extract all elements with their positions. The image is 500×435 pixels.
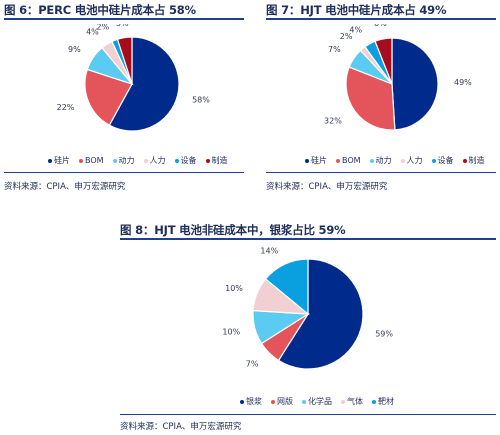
legend-label: 设备 xyxy=(180,156,197,165)
chart-3-pie: 59% 7% 10% 10% 14% xyxy=(222,247,393,370)
chart-2-data-label: 49% xyxy=(454,78,472,87)
legend-label: 银浆 xyxy=(246,397,262,406)
legend-item: 设备 xyxy=(174,155,197,166)
legend-item: 动力 xyxy=(112,155,135,166)
chart-2-source: 资料来源：CPIA、申万宏源研究 xyxy=(266,182,388,192)
legend-marker xyxy=(369,158,374,163)
chart-1-slice-BOM xyxy=(84,68,133,127)
legend-label: 化学品 xyxy=(308,397,332,406)
chart-3-data-label: 14% xyxy=(260,247,278,256)
chart-1-bottom-rule xyxy=(4,172,244,173)
chart-3-title: 图 8：HJT 电池非硅成本中，银浆占比 59% xyxy=(120,223,346,237)
chart-2-data-label: 6% xyxy=(374,24,387,28)
chart-1-data-label: 58% xyxy=(192,95,210,104)
chart-3-data-label: 10% xyxy=(225,284,243,293)
legend-item: 靶材 xyxy=(372,396,394,407)
legend-item: 硅片 xyxy=(305,155,327,166)
chart-1-legend: 硅片 BOM 动力 人力 设备 制造 xyxy=(48,155,228,166)
chart-1-slice-硅片 xyxy=(108,36,180,132)
legend-label: BOM xyxy=(342,156,361,165)
legend-label: 靶材 xyxy=(378,397,394,406)
chart-3-slice-靶材 xyxy=(264,258,309,316)
legend-item: 动力 xyxy=(369,155,392,166)
chart-3-data-label: 7% xyxy=(246,360,259,369)
legend-item: 化学品 xyxy=(302,396,332,407)
chart-1-data-label: 4% xyxy=(86,28,99,37)
chart-2-data-label: 4% xyxy=(349,26,362,35)
chart-2-slice-BOM xyxy=(345,66,396,131)
legend-label: 人力 xyxy=(149,156,166,165)
chart-2-legend: 硅片 BOM 动力 人力 设备 制造 xyxy=(305,155,485,166)
chart-3-top-rule xyxy=(120,238,496,240)
legend-item: 设备 xyxy=(431,155,454,166)
legend-marker xyxy=(271,399,275,404)
chart-3-legend: 银浆 网版 化学品 气体 靶材 xyxy=(240,396,394,407)
legend-marker xyxy=(336,158,340,163)
legend-marker xyxy=(48,158,52,163)
chart-3-slice-银浆 xyxy=(277,258,364,370)
legend-label: 制造 xyxy=(468,156,485,165)
chart-2-bottom-rule xyxy=(266,172,496,173)
legend-item: 网版 xyxy=(271,396,293,407)
legend-marker xyxy=(341,399,345,404)
legend-marker xyxy=(372,399,376,404)
legend-marker xyxy=(240,399,244,404)
legend-item: 银浆 xyxy=(240,396,262,407)
legend-item: BOM xyxy=(79,156,104,165)
legend-marker xyxy=(305,158,309,163)
chart-3-data-label: 10% xyxy=(222,327,240,336)
legend-label: 硅片 xyxy=(54,156,70,165)
legend-item: 制造 xyxy=(205,155,228,166)
chart-1-data-label: 22% xyxy=(57,103,75,112)
chart-2-data-label: 7% xyxy=(328,45,341,54)
chart-3-bottom-rule xyxy=(120,414,496,415)
legend-label: 设备 xyxy=(437,156,454,165)
chart-1-data-label: 9% xyxy=(68,45,81,54)
chart-1-data-label: 2% xyxy=(96,24,109,31)
legend-label: 网版 xyxy=(277,397,293,406)
legend-label: 制造 xyxy=(211,156,228,165)
legend-label: 气体 xyxy=(347,397,363,406)
legend-marker xyxy=(205,158,210,163)
chart-2-slice-硅片 xyxy=(391,37,439,131)
chart-1-top-rule xyxy=(4,18,244,20)
chart-1-data-label: 5% xyxy=(116,24,129,28)
legend-item: 人力 xyxy=(400,155,423,166)
chart-2-title: 图 7：HJT 电池中硅片成本占 49% xyxy=(266,3,447,17)
chart-2-data-label: 32% xyxy=(324,116,342,125)
chart-1-title: 图 6：PERC 电池中硅片成本占 58% xyxy=(4,3,196,17)
legend-item: 制造 xyxy=(462,155,485,166)
legend-marker xyxy=(112,158,117,163)
legend-label: BOM xyxy=(85,156,104,165)
legend-label: 人力 xyxy=(406,156,423,165)
legend-item: 气体 xyxy=(341,396,363,407)
legend-label: 动力 xyxy=(375,156,392,165)
chart-2-slice-制造 xyxy=(374,37,393,85)
legend-marker xyxy=(400,158,405,163)
legend-marker xyxy=(174,158,179,163)
legend-label: 硅片 xyxy=(311,156,327,165)
chart-2-pie: 49% 32% 7% 2%4% 6% xyxy=(324,24,472,131)
chart-3-data-label: 59% xyxy=(375,330,393,339)
chart-1-pie: 58% 22% 9% 4%2% 5% xyxy=(57,24,210,132)
legend-marker xyxy=(302,399,306,404)
legend-marker xyxy=(143,158,148,163)
chart-2-data-label: 2% xyxy=(340,32,353,41)
chart-1-source: 资料来源：CPIA、申万宏源研究 xyxy=(4,182,126,192)
chart-3-source: 资料来源：CPIA、申万宏源研究 xyxy=(120,422,242,432)
legend-item: 硅片 xyxy=(48,155,70,166)
legend-item: BOM xyxy=(336,156,361,165)
legend-marker xyxy=(462,158,467,163)
legend-marker xyxy=(431,158,436,163)
chart-2-top-rule xyxy=(266,18,496,20)
legend-marker xyxy=(79,158,83,163)
legend-label: 动力 xyxy=(118,156,135,165)
chart-1-slice-制造 xyxy=(116,36,133,85)
legend-item: 人力 xyxy=(143,155,166,166)
